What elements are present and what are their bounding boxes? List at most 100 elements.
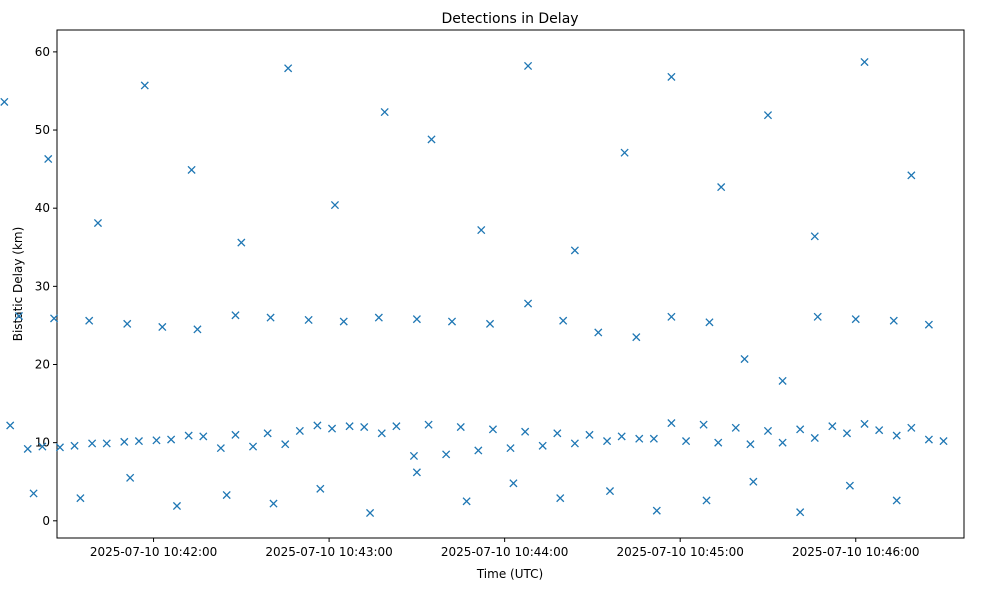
data-point <box>538 441 547 450</box>
data-point <box>570 246 579 255</box>
data-point <box>699 420 708 429</box>
y-tick-label: 0 <box>42 514 50 528</box>
data-point <box>667 312 676 321</box>
data-point <box>76 494 85 503</box>
data-point <box>810 232 819 241</box>
data-point <box>620 148 629 157</box>
data-point <box>860 419 869 428</box>
data-point <box>0 97 9 106</box>
data-point <box>731 423 740 432</box>
data-point <box>88 439 97 448</box>
data-point <box>523 299 533 308</box>
data-point <box>778 376 787 385</box>
data-point <box>842 429 852 438</box>
data-point <box>330 201 340 210</box>
data-point <box>269 499 278 508</box>
data-point <box>23 444 32 453</box>
data-point <box>442 450 451 459</box>
data-point <box>140 81 149 90</box>
data-point <box>93 218 103 228</box>
data-point <box>38 442 47 451</box>
data-point <box>667 72 676 81</box>
data-point <box>187 165 196 174</box>
data-point <box>477 226 486 235</box>
data-point <box>705 318 714 327</box>
data-point <box>266 313 275 322</box>
data-point <box>222 490 231 500</box>
data-point <box>553 429 562 438</box>
data-point <box>556 494 565 503</box>
data-point <box>585 430 594 439</box>
x-tick-label: 2025-07-10 10:46:00 <box>792 545 919 559</box>
data-point <box>339 317 348 326</box>
data-point <box>50 314 59 323</box>
data-point <box>167 435 176 444</box>
data-point <box>380 108 389 117</box>
data-point <box>810 433 819 443</box>
data-point <box>152 436 161 445</box>
data-point <box>316 484 325 493</box>
data-point <box>158 322 167 332</box>
data-point <box>605 487 615 496</box>
data-point <box>263 429 272 438</box>
data-point <box>284 64 293 73</box>
data-point <box>424 420 433 429</box>
data-point <box>377 429 386 438</box>
data-point <box>924 320 933 329</box>
data-point <box>681 437 691 446</box>
data-point <box>345 422 354 431</box>
data-point <box>702 496 711 505</box>
data-point <box>851 315 860 324</box>
data-point <box>304 315 313 325</box>
data-point <box>939 437 948 446</box>
data-point <box>184 431 193 440</box>
data-point <box>594 328 603 337</box>
data-point <box>763 426 773 435</box>
data-point <box>14 311 24 321</box>
data-point <box>924 435 933 444</box>
data-point <box>126 473 135 482</box>
x-axis-label: Time (UTC) <box>476 567 543 581</box>
data-point <box>714 438 723 447</box>
data-point <box>796 425 805 434</box>
y-axis-label: Bistatic Delay (km) <box>11 227 25 342</box>
data-point <box>248 442 258 451</box>
data-point <box>392 422 401 431</box>
chart-title: Detections in Delay <box>441 11 578 27</box>
y-tick-label: 60 <box>35 45 50 59</box>
data-point <box>892 431 901 440</box>
data-point <box>193 325 202 334</box>
data-point <box>327 424 337 433</box>
data-point <box>892 496 901 505</box>
data-point <box>172 501 182 511</box>
x-tick-label: 2025-07-10 10:43:00 <box>265 545 392 559</box>
data-point <box>845 481 854 490</box>
data-point <box>295 426 304 435</box>
data-point <box>313 421 322 430</box>
data-point <box>617 432 626 441</box>
data-point <box>237 238 246 247</box>
data-point <box>281 440 290 449</box>
data-point <box>763 111 773 120</box>
data-point <box>102 439 111 448</box>
data-point <box>652 506 661 515</box>
data-point <box>828 422 837 431</box>
data-point <box>456 422 465 432</box>
data-point <box>85 316 94 325</box>
data-point <box>427 135 436 144</box>
data-point <box>70 441 79 450</box>
data-point <box>412 315 421 324</box>
y-axis-ticks: 0 10 20 30 40 50 60 <box>35 45 57 528</box>
data-points <box>0 57 948 518</box>
data-point <box>488 425 498 434</box>
data-point <box>216 444 225 453</box>
data-point <box>570 439 579 448</box>
data-point <box>559 316 568 325</box>
data-point <box>523 61 533 71</box>
data-point <box>360 422 369 432</box>
data-point <box>813 312 822 321</box>
data-point <box>907 423 916 432</box>
plot-area <box>56 29 965 539</box>
data-point <box>717 183 726 192</box>
